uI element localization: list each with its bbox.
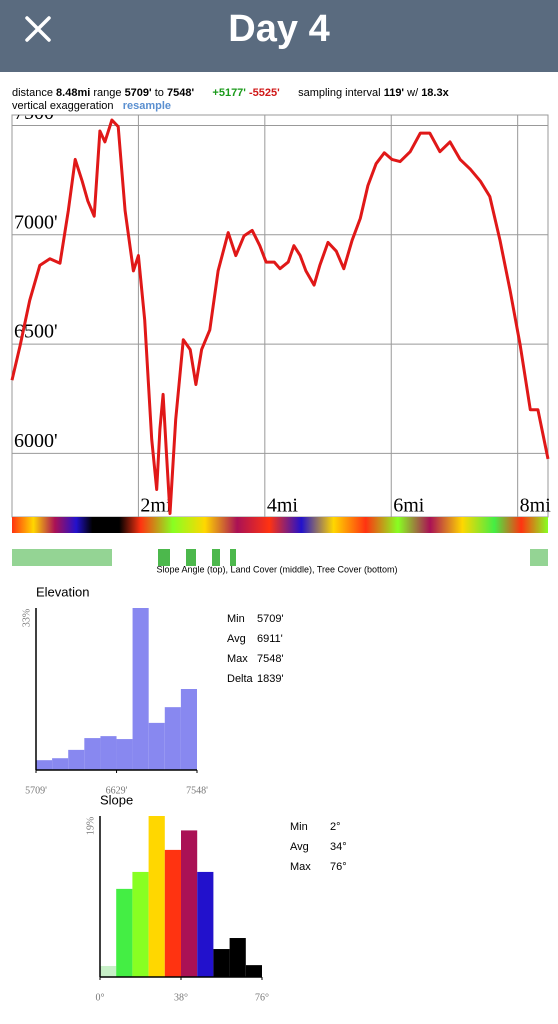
close-button[interactable] bbox=[24, 15, 54, 45]
x-tick-label: 2mi bbox=[140, 495, 172, 517]
bar bbox=[229, 938, 246, 977]
stat-label: Avg bbox=[290, 841, 309, 853]
bar bbox=[52, 758, 69, 770]
label: distance bbox=[12, 87, 53, 99]
bar bbox=[164, 849, 181, 977]
stat-label: Max bbox=[227, 653, 248, 665]
header-title: Day 4 bbox=[228, 8, 330, 50]
bar bbox=[132, 871, 149, 977]
histogram-title: Elevation bbox=[36, 584, 89, 599]
bar bbox=[84, 738, 101, 770]
x-tick-label: 76° bbox=[255, 992, 269, 1003]
x-tick-label: 8mi bbox=[520, 495, 552, 517]
bar bbox=[148, 816, 165, 977]
tree-strip bbox=[12, 549, 548, 566]
stat-value: 2° bbox=[330, 821, 341, 833]
x-tick-label: 38° bbox=[174, 992, 188, 1003]
slope-strip bbox=[12, 517, 548, 533]
bar bbox=[116, 739, 133, 770]
stat-value: 76° bbox=[330, 861, 347, 873]
bar bbox=[116, 888, 133, 977]
bar bbox=[100, 965, 117, 977]
label: w/ bbox=[407, 87, 419, 99]
stat-label: Max bbox=[290, 861, 311, 873]
bar bbox=[148, 722, 165, 770]
y-tick-label: 33% bbox=[21, 609, 32, 627]
stat-label: Min bbox=[227, 613, 245, 625]
value: 5709' bbox=[124, 87, 152, 99]
bar bbox=[197, 871, 214, 977]
header: Day 4 bbox=[0, 0, 558, 72]
bar bbox=[132, 608, 149, 770]
value: 7548' bbox=[166, 87, 195, 99]
label: range bbox=[93, 87, 122, 99]
y-tick-label: 7000' bbox=[14, 211, 58, 233]
profile: 6000'6500'7000'7500'2mi 4mi 6mi 8mi bbox=[10, 102, 552, 517]
gain: +5177' bbox=[212, 87, 246, 99]
x-tick-label: 7548' bbox=[186, 785, 208, 796]
stat-value: 6911' bbox=[257, 633, 283, 645]
stat-label: Min bbox=[290, 821, 308, 833]
histogram-title: Slope bbox=[100, 792, 133, 807]
stat-value: 7548' bbox=[257, 653, 284, 665]
x-tick-label: 6629' bbox=[106, 785, 128, 796]
label: vertical exaggeration bbox=[12, 100, 114, 112]
x-tick-label: 0° bbox=[96, 992, 105, 1003]
bar bbox=[36, 760, 53, 770]
y-tick-label: 6000' bbox=[14, 430, 58, 452]
value: 8.48mi bbox=[56, 87, 91, 99]
bar bbox=[100, 736, 117, 770]
x-tick-label: 5709' bbox=[25, 785, 47, 796]
stat-value: 34° bbox=[330, 841, 347, 853]
x-tick-label: 6mi bbox=[393, 495, 425, 517]
bar bbox=[180, 689, 197, 770]
elevation-line bbox=[10, 118, 550, 515]
label: sampling interval bbox=[298, 87, 381, 99]
value: 119' bbox=[383, 87, 405, 99]
stat-label: Delta bbox=[227, 673, 254, 685]
loss: -5525' bbox=[248, 87, 280, 99]
stat-value: 5709' bbox=[257, 613, 284, 625]
bar bbox=[213, 949, 230, 977]
value: 18.3x bbox=[421, 87, 449, 99]
bar bbox=[68, 749, 85, 770]
label: to bbox=[154, 87, 164, 99]
stat-value: 1839' bbox=[257, 673, 284, 685]
strip-caption: Slope Angle (top), Land Cover (middle), … bbox=[156, 564, 397, 574]
resample-link[interactable]: resample bbox=[122, 100, 171, 112]
x-tick-label: 4mi bbox=[267, 495, 299, 517]
summary: distance 8.48mi range 5709' to 7548' +51… bbox=[12, 87, 482, 113]
bar bbox=[164, 707, 181, 770]
y-tick-label: 7500' bbox=[14, 102, 58, 124]
y-tick-label: 19% bbox=[85, 817, 96, 835]
plot-frame bbox=[11, 114, 549, 518]
bar bbox=[245, 965, 262, 977]
stat-label: Avg bbox=[227, 633, 246, 645]
bar bbox=[181, 830, 198, 977]
